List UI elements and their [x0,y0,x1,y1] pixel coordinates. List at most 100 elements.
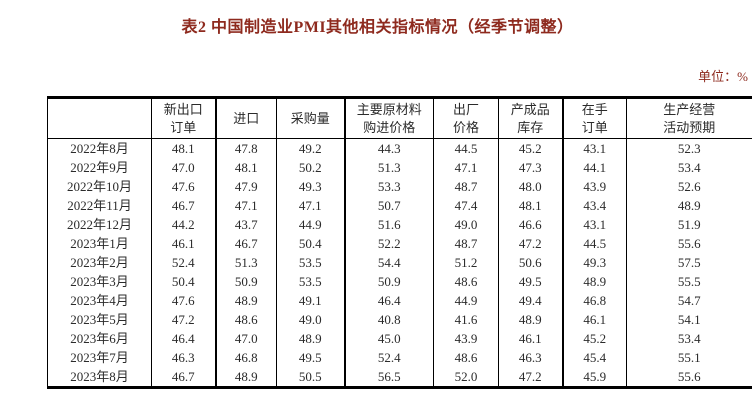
column-header: 采购量 [276,97,345,139]
table-body: 2022年8月 48.1 47.8 49.2 44.3 44.5 45.2 43.1 52.3 2… [48,138,752,388]
row-month-label: 2022年10月 [66,179,132,194]
value-cell: 47.6 [151,291,216,310]
value-cell: 49.4 [498,291,563,310]
value-cell: 43.7 [214,215,277,234]
value-cell: 52.4 [151,253,216,272]
value-cell: 44.2 [151,215,216,234]
row-month-label: 2022年8月 [70,141,129,156]
value-cell: 48.9 [626,196,752,215]
row-month-label: 2022年12月 [66,217,132,232]
value-cell: 44.5 [433,138,499,158]
value-cell: 46.8 [561,291,627,310]
value-cell: 50.6 [498,253,563,272]
value-cell: 49.0 [433,215,499,234]
value-cell: 48.7 [433,234,499,253]
value-cell: 53.4 [626,158,752,177]
value-cell: 48.9 [276,329,345,348]
value-cell: 44.5 [561,234,627,253]
column-header: 在手 订单 [561,97,627,139]
value-cell: 46.1 [151,234,216,253]
value-cell: 47.6 [151,177,216,196]
pmi-indicators-table: 新出口 订单 进口 采购量 主要原材料 购进价格 出厂 价格 产成品 库存 在手 订单 生产经… [47,96,752,389]
value-cell: 51.3 [343,158,434,177]
value-cell: 48.9 [214,291,277,310]
value-cell: 51.6 [343,215,434,234]
table-title: 表2 中国制造业PMI其他相关指标情况（经季节调整） [181,19,574,36]
value-cell: 47.0 [214,329,277,348]
unit-label: 单位：% [698,69,748,84]
value-cell: 50.9 [343,272,434,291]
value-cell: 50.9 [214,272,277,291]
value-cell: 56.5 [343,367,434,388]
value-cell: 47.1 [433,158,499,177]
value-cell: 47.8 [214,138,277,158]
value-cell: 47.4 [433,196,499,215]
value-cell: 55.1 [626,348,752,367]
value-cell: 50.5 [276,367,345,388]
value-cell: 48.6 [433,272,499,291]
value-cell: 43.4 [561,196,627,215]
value-cell: 46.8 [214,348,277,367]
value-cell: 44.9 [433,291,499,310]
value-cell: 54.1 [626,310,752,329]
value-cell: 53.4 [626,329,752,348]
table-row: 2023年7月 46.3 46.8 49.5 52.4 48.6 46.3 45.4 55.1 [48,348,752,367]
column-header: 主要原材料 购进价格 [343,97,434,139]
table-row: 2022年10月 47.6 47.9 49.3 53.3 48.7 48.0 43.9 52.6 [48,177,752,196]
row-month-label: 2023年5月 [70,312,129,327]
value-cell: 48.6 [433,348,499,367]
value-cell: 43.1 [561,215,627,234]
value-cell: 45.2 [561,329,627,348]
column-header: 进口 [214,97,277,139]
value-cell: 45.2 [498,138,563,158]
value-cell: 46.7 [151,196,216,215]
table-row: 2023年5月 47.2 48.6 49.0 40.8 41.6 48.9 46.1 54.1 [48,310,752,329]
value-cell: 41.6 [433,310,499,329]
value-cell: 48.6 [214,310,277,329]
row-month-label: 2023年7月 [70,350,129,365]
table-row: 2022年8月 48.1 47.8 49.2 44.3 44.5 45.2 43.1 52.3 [48,138,752,158]
table-row: 2023年4月 47.6 48.9 49.1 46.4 44.9 49.4 46.8 54.7 [48,291,752,310]
value-cell: 48.7 [433,177,499,196]
row-month-label: 2023年8月 [70,369,129,384]
value-cell: 47.0 [151,158,216,177]
value-cell: 44.9 [276,215,345,234]
value-cell: 51.3 [214,253,277,272]
value-cell: 49.5 [276,348,345,367]
value-cell: 47.1 [214,196,277,215]
value-cell: 48.0 [498,177,563,196]
value-cell: 40.8 [343,310,434,329]
value-cell: 46.7 [214,234,277,253]
value-cell: 43.9 [561,177,627,196]
value-cell: 48.1 [214,158,277,177]
value-cell: 49.1 [276,291,345,310]
value-cell: 53.5 [276,253,345,272]
value-cell: 52.3 [626,138,752,158]
value-cell: 52.6 [626,177,752,196]
value-cell: 55.6 [626,367,752,388]
column-header: 生产经营 活动预期 [626,97,752,139]
value-cell: 49.3 [561,253,627,272]
value-cell: 46.1 [498,329,563,348]
value-cell: 55.6 [626,234,752,253]
value-cell: 54.7 [626,291,752,310]
value-cell: 52.2 [343,234,434,253]
table-row: 2022年9月 47.0 48.1 50.2 51.3 47.1 47.3 44.1 53.4 [48,158,752,177]
value-cell: 50.4 [151,272,216,291]
value-cell: 49.2 [276,138,345,158]
value-cell: 46.3 [151,348,216,367]
value-cell: 46.4 [343,291,434,310]
value-cell: 48.1 [498,196,563,215]
table-row: 2023年1月 46.1 46.7 50.4 52.2 48.7 47.2 44.5 55.6 [48,234,752,253]
value-cell: 50.7 [343,196,434,215]
corner-cell [47,97,152,139]
value-cell: 47.2 [498,367,563,388]
row-month-label: 2023年4月 [70,293,129,308]
value-cell: 45.4 [561,348,627,367]
table-row: 2023年3月 50.4 50.9 53.5 50.9 48.6 49.5 48.9 55.5 [48,272,752,291]
column-header: 产成品 库存 [498,97,563,139]
value-cell: 44.3 [343,138,434,158]
row-month-label: 2023年3月 [70,274,129,289]
value-cell: 50.4 [276,234,345,253]
